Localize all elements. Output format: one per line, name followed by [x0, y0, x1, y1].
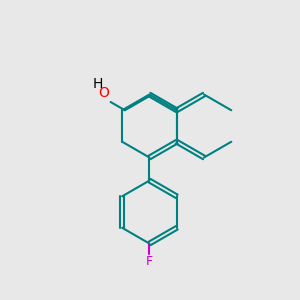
Text: H: H: [93, 76, 103, 91]
Text: O: O: [98, 85, 109, 100]
Text: F: F: [146, 255, 153, 268]
